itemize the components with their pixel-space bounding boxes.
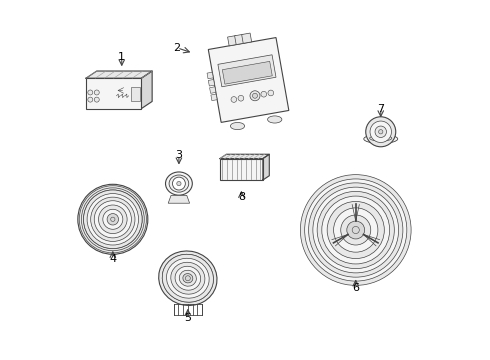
Ellipse shape (369, 135, 392, 141)
Circle shape (309, 183, 403, 277)
Polygon shape (218, 55, 276, 87)
Ellipse shape (162, 254, 214, 302)
Polygon shape (242, 33, 252, 43)
Text: 5: 5 (184, 312, 191, 323)
Circle shape (327, 202, 384, 258)
Ellipse shape (175, 266, 200, 290)
Polygon shape (222, 61, 272, 84)
Ellipse shape (167, 258, 209, 298)
Polygon shape (235, 34, 245, 45)
Circle shape (87, 194, 139, 245)
Ellipse shape (183, 274, 193, 283)
Polygon shape (208, 37, 289, 122)
Circle shape (107, 213, 119, 225)
Circle shape (185, 276, 190, 281)
Polygon shape (207, 72, 213, 79)
Polygon shape (227, 36, 238, 46)
Circle shape (313, 187, 398, 273)
Circle shape (91, 197, 135, 242)
Text: 3: 3 (175, 150, 182, 160)
Ellipse shape (230, 122, 245, 130)
Circle shape (261, 91, 267, 97)
Circle shape (111, 217, 115, 221)
Circle shape (334, 208, 378, 252)
Circle shape (250, 91, 260, 101)
Circle shape (379, 130, 383, 134)
Circle shape (177, 181, 181, 186)
Circle shape (98, 205, 127, 234)
Polygon shape (86, 71, 152, 78)
Text: 7: 7 (377, 104, 384, 113)
Circle shape (87, 194, 139, 245)
Ellipse shape (167, 258, 209, 298)
Text: 8: 8 (238, 192, 245, 202)
Circle shape (317, 192, 394, 269)
Circle shape (366, 117, 396, 147)
Text: 2: 2 (173, 43, 181, 53)
Circle shape (375, 126, 387, 138)
Ellipse shape (159, 251, 217, 306)
Bar (220, 158, 263, 180)
Polygon shape (263, 154, 270, 180)
Circle shape (94, 201, 131, 238)
Circle shape (305, 179, 407, 281)
Ellipse shape (171, 262, 205, 294)
Polygon shape (211, 94, 217, 101)
Polygon shape (168, 195, 190, 203)
Ellipse shape (171, 262, 205, 294)
Circle shape (252, 93, 257, 98)
Circle shape (341, 215, 371, 245)
Circle shape (352, 226, 359, 234)
Circle shape (238, 95, 244, 101)
Ellipse shape (268, 116, 282, 123)
Circle shape (94, 90, 99, 95)
Circle shape (94, 97, 99, 102)
Circle shape (83, 190, 142, 249)
Circle shape (231, 96, 237, 102)
Ellipse shape (179, 270, 196, 286)
Polygon shape (220, 154, 270, 158)
Circle shape (88, 90, 93, 95)
Circle shape (107, 213, 119, 225)
Ellipse shape (179, 270, 196, 286)
Text: 1: 1 (118, 52, 125, 62)
Bar (86, 78, 142, 109)
Polygon shape (210, 87, 216, 93)
Circle shape (88, 97, 93, 102)
Ellipse shape (162, 254, 214, 302)
Circle shape (268, 90, 274, 96)
Ellipse shape (364, 134, 398, 143)
Circle shape (300, 175, 411, 285)
Circle shape (347, 221, 365, 239)
Bar (131, 87, 140, 102)
Circle shape (78, 184, 148, 254)
Circle shape (98, 205, 127, 234)
Circle shape (103, 209, 123, 229)
Ellipse shape (175, 266, 200, 290)
Ellipse shape (166, 172, 192, 195)
Circle shape (83, 190, 142, 249)
Circle shape (370, 121, 392, 143)
Circle shape (94, 201, 131, 238)
Ellipse shape (169, 175, 189, 192)
Circle shape (91, 197, 135, 242)
Text: 4: 4 (109, 253, 117, 264)
Polygon shape (208, 80, 215, 86)
Polygon shape (142, 71, 152, 109)
Circle shape (322, 196, 390, 264)
Circle shape (103, 209, 123, 229)
Text: 6: 6 (352, 283, 359, 293)
Ellipse shape (183, 274, 193, 283)
Circle shape (172, 177, 185, 190)
